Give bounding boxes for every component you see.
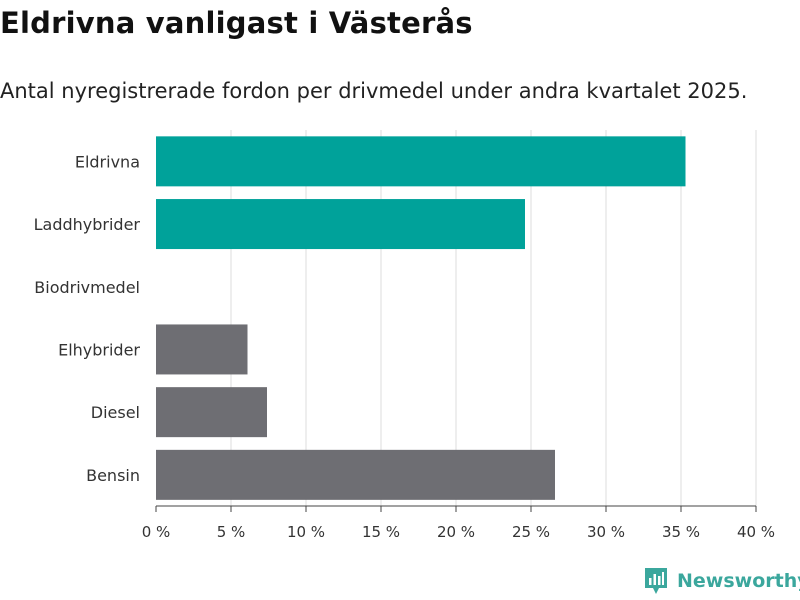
- bar-3: [156, 324, 248, 375]
- newsworthy-logo-icon: [645, 568, 667, 594]
- chart-title: Eldrivna vanligast i Västerås: [0, 6, 473, 40]
- chart-subtitle: Antal nyregistrerade fordon per drivmede…: [0, 79, 748, 103]
- x-tick-label: 35 %: [662, 523, 700, 541]
- x-tick-label: 25 %: [512, 523, 550, 541]
- x-tick-label: 40 %: [737, 523, 775, 541]
- category-label: Bensin: [86, 466, 140, 485]
- category-label: Diesel: [91, 403, 140, 422]
- x-tick-label: 5 %: [217, 523, 246, 541]
- x-tick-label: 20 %: [437, 523, 475, 541]
- category-label: Biodrivmedel: [34, 278, 140, 297]
- bar-1: [156, 199, 525, 250]
- category-label: Elhybrider: [58, 340, 140, 359]
- category-label: Eldrivna: [75, 152, 140, 171]
- brand-logo: Newsworthy: [643, 566, 800, 596]
- bar-chart: Eldrivna Laddhybrider Biodrivmedel Elhybrid…: [34, 130, 775, 541]
- bar-5: [156, 449, 555, 500]
- bar-4: [156, 387, 267, 438]
- x-tick-label: 0 %: [142, 523, 171, 541]
- category-label: Laddhybrider: [34, 215, 141, 234]
- x-tick-label: 15 %: [362, 523, 400, 541]
- brand-name: Newsworthy: [677, 570, 800, 592]
- x-tick-label: 30 %: [587, 523, 625, 541]
- x-tick-label: 10 %: [287, 523, 325, 541]
- bar-0: [156, 136, 686, 187]
